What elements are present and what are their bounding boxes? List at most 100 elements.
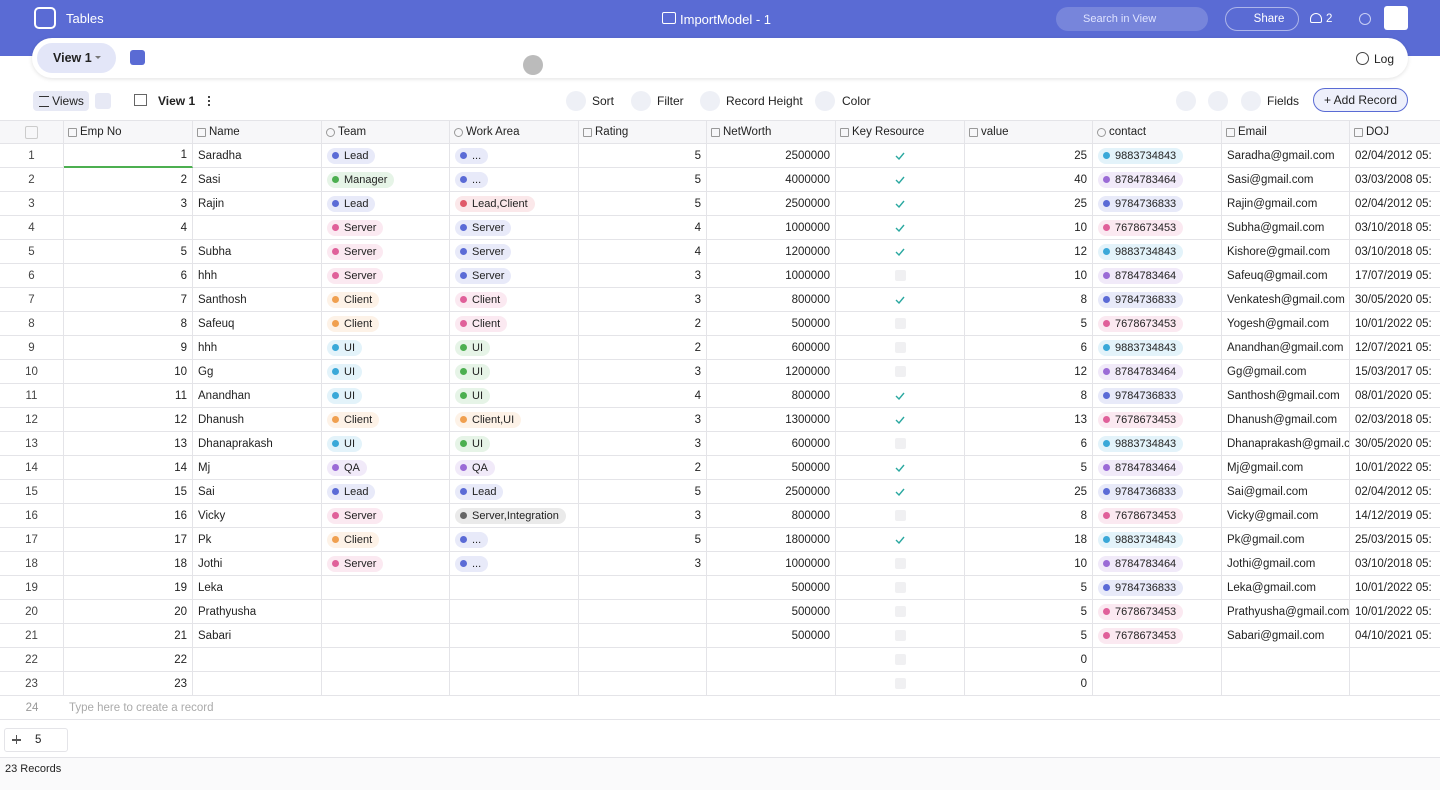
column-header[interactable]: contact (1093, 120, 1222, 144)
cell[interactable]: 7678673453 (1093, 312, 1222, 336)
cell[interactable]: 12 (965, 360, 1093, 384)
cell[interactable]: 03/10/2018 05: (1350, 552, 1440, 576)
cell[interactable] (836, 216, 965, 240)
cell[interactable]: 500000 (707, 624, 836, 648)
cell[interactable]: Leka (193, 576, 322, 600)
cell[interactable]: 8 (64, 312, 193, 336)
cell[interactable]: Manager (322, 168, 450, 192)
cell[interactable]: 10 (64, 360, 193, 384)
cell[interactable]: 9883734843 (1093, 240, 1222, 264)
cell[interactable]: 10/01/2022 05: (1350, 312, 1440, 336)
cell[interactable]: Lead,Client (450, 192, 579, 216)
cell[interactable]: 17 (0, 528, 64, 552)
cell[interactable]: Lead (322, 480, 450, 504)
cell[interactable]: 02/04/2012 05: (1350, 480, 1440, 504)
cell[interactable] (322, 672, 450, 696)
column-header[interactable]: Team (322, 120, 450, 144)
cell[interactable]: 1200000 (707, 240, 836, 264)
cell[interactable]: 9883734843 (1093, 144, 1222, 168)
cell[interactable]: UI (450, 336, 579, 360)
cell[interactable]: 2500000 (707, 144, 836, 168)
cell[interactable]: Client (450, 312, 579, 336)
cell[interactable]: 13 (0, 432, 64, 456)
cell[interactable] (450, 600, 579, 624)
cell[interactable]: 2 (579, 312, 707, 336)
cell[interactable]: Client (322, 408, 450, 432)
cell[interactable]: Sasi (193, 168, 322, 192)
cell[interactable]: 0 (965, 672, 1093, 696)
cell[interactable]: 9784736833 (1093, 384, 1222, 408)
cell[interactable]: 8 (965, 288, 1093, 312)
cell[interactable]: Dhanush@gmail.com (1222, 408, 1350, 432)
cell[interactable]: Yogesh@gmail.com (1222, 312, 1350, 336)
cell[interactable]: Client,UI (450, 408, 579, 432)
cell[interactable]: 8784783464 (1093, 360, 1222, 384)
cell[interactable] (579, 624, 707, 648)
record-height-button[interactable]: Record Height (726, 94, 803, 108)
cell[interactable]: UI (450, 360, 579, 384)
member-count[interactable]: 2 (1326, 13, 1333, 25)
model-title[interactable]: ImportModel - 1 (680, 12, 772, 27)
cell[interactable]: Server (322, 216, 450, 240)
cell[interactable]: 11 (0, 384, 64, 408)
cell[interactable]: 7678673453 (1093, 600, 1222, 624)
cell[interactable] (836, 552, 965, 576)
cell[interactable]: 12 (965, 240, 1093, 264)
cell[interactable]: 8784783464 (1093, 552, 1222, 576)
cell[interactable]: Kishore@gmail.com (1222, 240, 1350, 264)
cell[interactable]: 2 (579, 336, 707, 360)
cell[interactable]: Sai (193, 480, 322, 504)
cell[interactable]: 500000 (707, 600, 836, 624)
cell[interactable] (450, 672, 579, 696)
cell[interactable]: 600000 (707, 336, 836, 360)
help-icon[interactable] (1359, 13, 1371, 25)
cell[interactable]: 9883734843 (1093, 528, 1222, 552)
cell[interactable] (836, 456, 965, 480)
cell[interactable]: 5 (965, 576, 1093, 600)
cell[interactable]: 23 (64, 672, 193, 696)
cell[interactable]: Server (450, 264, 579, 288)
cell[interactable]: Pk@gmail.com (1222, 528, 1350, 552)
cell[interactable]: Prathyusha@gmail.com (1222, 600, 1350, 624)
cell[interactable]: Sabari@gmail.com (1222, 624, 1350, 648)
cell[interactable]: 30/05/2020 05: (1350, 432, 1440, 456)
new-row-input[interactable]: Type here to create a record (64, 696, 1440, 720)
cell[interactable] (836, 288, 965, 312)
cell[interactable]: 8 (965, 504, 1093, 528)
cell[interactable]: UI (322, 384, 450, 408)
cell[interactable]: 25/03/2015 05: (1350, 528, 1440, 552)
cell[interactable]: UI (450, 432, 579, 456)
cell[interactable]: 5 (965, 600, 1093, 624)
cell[interactable]: 6 (965, 336, 1093, 360)
cell[interactable]: 3 (579, 360, 707, 384)
cell[interactable]: 12 (64, 408, 193, 432)
cell[interactable] (836, 144, 965, 168)
cell[interactable]: 08/01/2020 05: (1350, 384, 1440, 408)
cell[interactable]: Gg (193, 360, 322, 384)
cell[interactable]: 1000000 (707, 216, 836, 240)
cell[interactable]: 500000 (707, 312, 836, 336)
cell[interactable]: 15/03/2017 05: (1350, 360, 1440, 384)
cell[interactable]: Safeuq@gmail.com (1222, 264, 1350, 288)
column-header[interactable]: Key Resource (836, 120, 965, 144)
cell[interactable]: 5 (579, 144, 707, 168)
cell[interactable]: 4 (579, 384, 707, 408)
cell[interactable] (322, 624, 450, 648)
cell[interactable] (836, 168, 965, 192)
cell[interactable]: 500000 (707, 576, 836, 600)
cell[interactable] (1350, 672, 1440, 696)
cell[interactable]: 10 (965, 264, 1093, 288)
cell[interactable]: 10/01/2022 05: (1350, 576, 1440, 600)
cell[interactable]: 2 (0, 168, 64, 192)
cell[interactable]: 6 (0, 264, 64, 288)
cell[interactable] (836, 528, 965, 552)
cell[interactable]: Server (322, 240, 450, 264)
cell[interactable]: Jothi@gmail.com (1222, 552, 1350, 576)
cell[interactable]: 5 (579, 480, 707, 504)
cell[interactable]: 19 (0, 576, 64, 600)
share-button[interactable]: Share (1225, 7, 1299, 31)
cell[interactable] (836, 192, 965, 216)
cell[interactable]: 40 (965, 168, 1093, 192)
cell[interactable]: 3 (579, 552, 707, 576)
log-button[interactable]: Log (1374, 52, 1395, 66)
